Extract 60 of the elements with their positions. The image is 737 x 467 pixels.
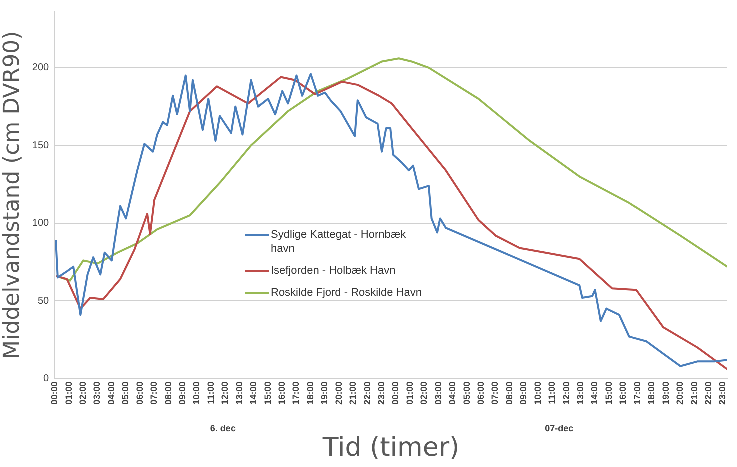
x-tick-label: 03:00: [92, 382, 102, 405]
x-tick-label: 08:00: [163, 382, 174, 405]
x-tick-label: 00:00: [50, 382, 60, 405]
x-tick-label: 08:00: [504, 382, 514, 405]
x-tick-label: 16:00: [277, 382, 288, 405]
y-tick-label: 50: [38, 296, 50, 307]
x-tick-label: 13:00: [234, 382, 244, 405]
x-tick-label: 00:00: [390, 382, 401, 405]
x-tick-label: 14:00: [590, 382, 600, 405]
x-tick-label: 15:00: [262, 382, 273, 405]
x-tick-label: 15:00: [604, 382, 614, 405]
x-tick-label: 04:00: [448, 382, 458, 405]
y-tick-label: 100: [32, 218, 50, 230]
x-tick-label: 02:00: [78, 382, 88, 405]
x-tick-label: 22:00: [703, 382, 714, 405]
x-tick-label: 12:00: [561, 382, 572, 405]
x-tick-label: 05:00: [462, 382, 472, 405]
x-tick-label: 10:00: [192, 382, 202, 405]
x-tick-label: 19:00: [660, 382, 671, 405]
x-tick-label: 12:00: [220, 382, 230, 405]
x-tick-label: 17:00: [632, 382, 642, 405]
x-tick-label: 04:00: [106, 382, 116, 405]
x-tick-label: 14:00: [248, 382, 259, 405]
x-tick-label: 21:00: [689, 382, 700, 405]
x-tick-label: 07:00: [149, 382, 160, 405]
x-tick-label: 13:00: [576, 382, 586, 405]
x-tick-label: 23:00: [718, 382, 728, 405]
x-tick-label: 22:00: [362, 382, 372, 405]
x-tick-label: 23:00: [376, 382, 387, 405]
x-tick-label: 20:00: [334, 382, 344, 405]
y-tick-label: 150: [32, 140, 50, 152]
x-tick-label: 16:00: [618, 382, 628, 405]
x-tick-label: 07:00: [490, 382, 500, 405]
text: 6. dec: [210, 423, 236, 434]
x-tick-label: 11:00: [206, 382, 216, 404]
x-tick-label: 05:00: [120, 382, 131, 405]
x-tick-label: 11:00: [547, 382, 558, 404]
x-tick-label: 06:00: [134, 382, 145, 405]
y-tick-label: 200: [32, 62, 50, 74]
x-tick-label: 18:00: [305, 382, 316, 405]
text: 07-dec: [545, 423, 574, 434]
x-tick-label: 20:00: [675, 382, 686, 405]
y-axis-title: Middelvandstand (cm DVR90): [0, 31, 25, 360]
x-tick-label: 03:00: [433, 382, 444, 405]
x-tick-label: 21:00: [348, 382, 358, 405]
x-tick-label: 10:00: [532, 382, 543, 405]
x-tick-label: 18:00: [646, 382, 657, 405]
x-tick-label: 02:00: [419, 382, 430, 405]
x-tick-label: 01:00: [64, 382, 74, 405]
y-tick-label: 0: [44, 374, 50, 385]
x-tick-label: 01:00: [404, 382, 415, 405]
legend-label: Roskilde Fjord - Roskilde Havn: [271, 286, 422, 300]
x-tick-label: 19:00: [320, 382, 330, 405]
legend-label: Sydlige Kattegat - Hornbæk havn: [271, 228, 408, 256]
legend-label: Isefjorden - Holbæk Havn: [271, 264, 396, 278]
x-tick-label: 06:00: [476, 382, 486, 405]
x-axis-title: Tid (timer): [322, 433, 460, 464]
x-tick-label: 09:00: [518, 382, 529, 405]
x-tick-label: 17:00: [291, 382, 302, 405]
x-tick-label: 09:00: [178, 382, 188, 405]
